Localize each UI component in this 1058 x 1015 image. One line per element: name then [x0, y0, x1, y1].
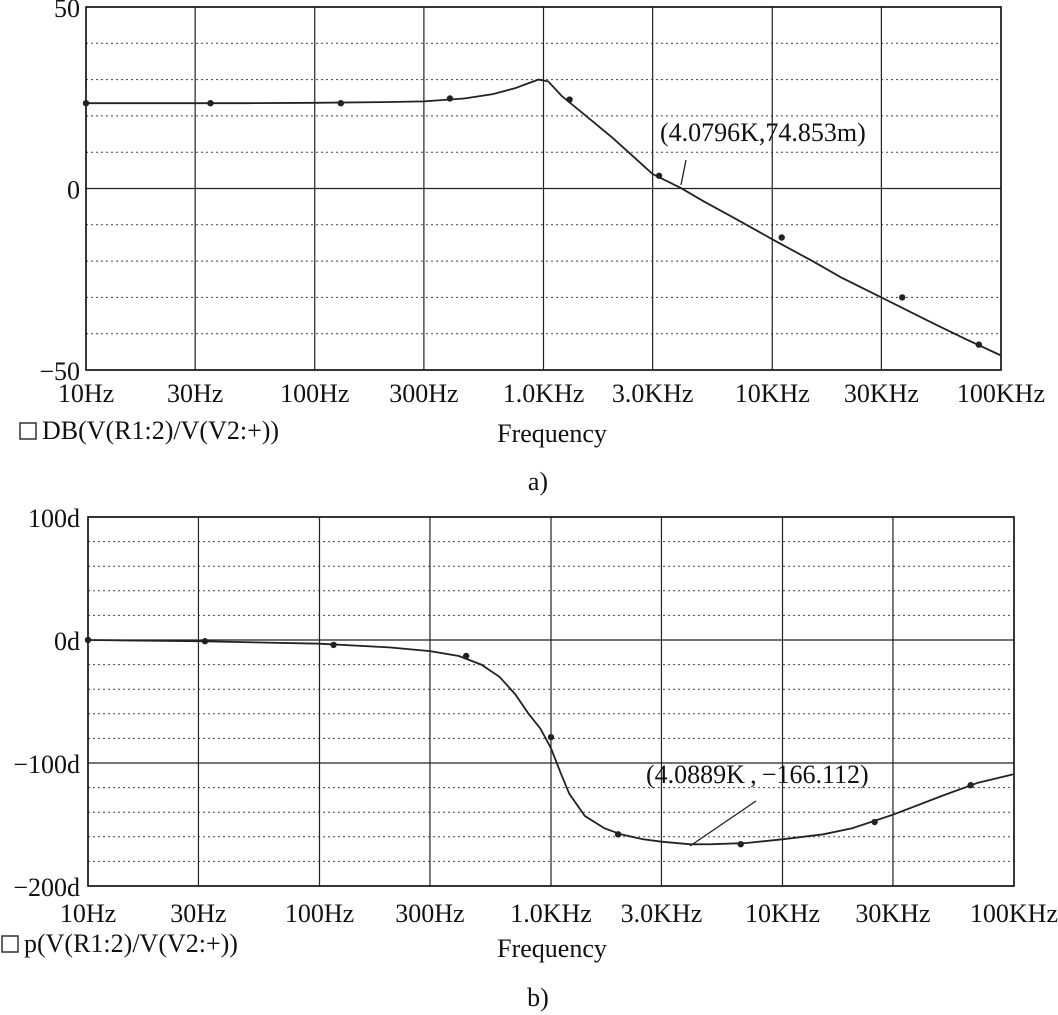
x-tick-label: 30KHz: [855, 899, 930, 928]
x-axis-title: Frequency: [497, 934, 607, 963]
annotation-leader-line: [680, 159, 687, 186]
x-tick-label: 100KHz: [970, 899, 1058, 928]
y-tick-label: −50: [39, 357, 80, 386]
plot-frame: [87, 516, 1015, 887]
trace-marker: [899, 294, 906, 301]
trace-marker: [462, 652, 470, 660]
x-tick-label: 10Hz: [60, 899, 116, 928]
trace-marker: [84, 636, 92, 644]
trace-marker: [871, 818, 878, 826]
legend-marker-icon: [19, 422, 37, 440]
trace-marker: [337, 99, 345, 107]
x-tick-label: 300Hz: [389, 379, 458, 408]
trace-marker: [967, 781, 974, 789]
panel-label: a): [528, 467, 548, 496]
trace-marker: [737, 840, 744, 848]
x-axis-title: Frequency: [497, 419, 607, 448]
trace-marker: [655, 172, 663, 179]
legend-label: DB(V(R1:2)/V(V2:+)): [42, 416, 279, 445]
x-tick-label: 100Hz: [280, 379, 349, 408]
x-tick-label: 30KHz: [844, 379, 919, 408]
legend-marker-icon: [1, 935, 19, 953]
trace-marker: [446, 95, 454, 102]
legend-label: p(V(R1:2)/V(V2:+)): [24, 929, 238, 958]
x-tick-label: 30Hz: [167, 379, 223, 408]
panel-label: b): [527, 983, 549, 1012]
cursor-annotation: (4.0889K , −166.112): [646, 760, 869, 789]
y-tick-label: 100d: [28, 504, 80, 533]
y-tick-label: −100d: [13, 750, 80, 779]
trace-marker: [201, 638, 209, 645]
trace-marker: [207, 99, 214, 107]
plot-frame: [85, 6, 1002, 371]
x-tick-label: 3.0KHz: [621, 899, 703, 928]
x-tick-label: 10KHz: [745, 899, 820, 928]
cursor-annotation: (4.0796K,74.853m): [660, 118, 866, 147]
trace-marker: [566, 96, 573, 103]
trace-marker: [330, 641, 337, 649]
x-tick-label: 10Hz: [58, 379, 114, 408]
trace-marker: [82, 99, 90, 107]
y-tick-label: 0d: [54, 627, 80, 656]
annotation-leader-line: [689, 800, 757, 847]
trace-marker: [778, 234, 785, 241]
y-tick-label: 0: [67, 176, 80, 205]
x-tick-label: 300Hz: [395, 899, 464, 928]
trace-marker: [975, 341, 983, 348]
x-tick-label: 30Hz: [170, 899, 226, 928]
x-tick-label: 100KHz: [957, 379, 1045, 408]
x-tick-label: 10KHz: [735, 379, 810, 408]
series-line: [86, 78, 1002, 357]
x-tick-label: 100Hz: [285, 899, 354, 928]
trace-marker: [547, 733, 555, 741]
trace-marker: [614, 831, 622, 838]
series-line: [87, 639, 1015, 846]
x-tick-label: 1.0KHz: [503, 379, 585, 408]
x-tick-label: 3.0KHz: [612, 379, 694, 408]
y-tick-label: −200d: [13, 873, 80, 902]
x-tick-label: 1.0KHz: [510, 899, 592, 928]
y-tick-label: 50: [54, 0, 80, 23]
